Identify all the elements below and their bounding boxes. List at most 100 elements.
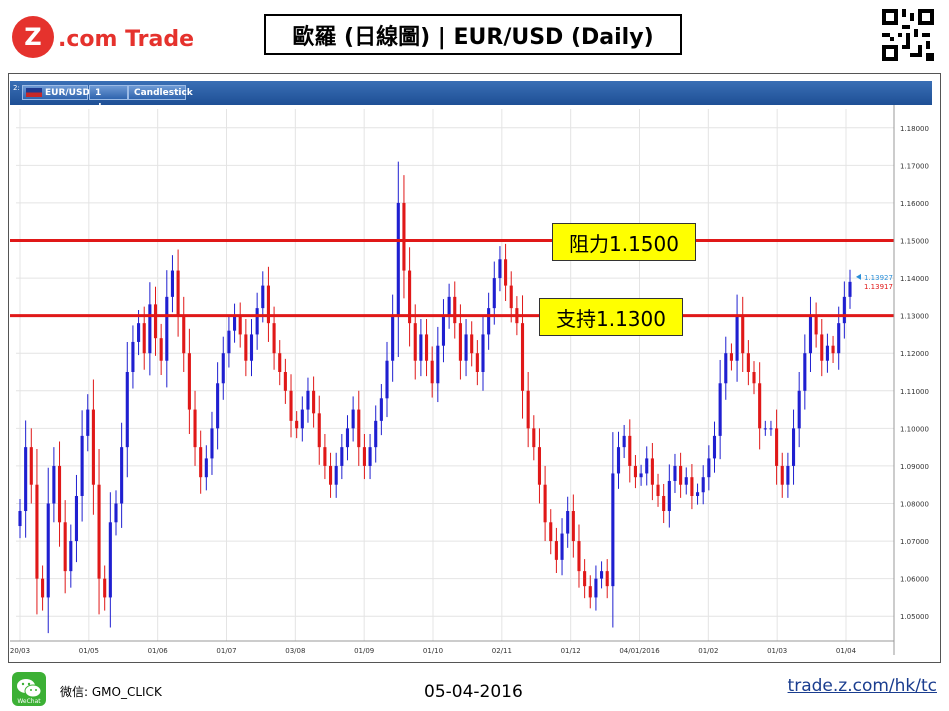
candle — [475, 340, 479, 386]
candle-body — [182, 315, 186, 354]
candle — [842, 281, 846, 339]
candle-body — [814, 315, 818, 335]
x-tick-label: 01/06 — [148, 647, 169, 655]
candle — [487, 292, 491, 350]
x-tick-label: 01/02 — [698, 647, 718, 655]
candle-body — [848, 281, 852, 297]
candle-body — [673, 465, 677, 481]
candle-body — [57, 465, 62, 523]
candle-body — [80, 435, 84, 496]
candle — [628, 419, 632, 483]
candle-body — [820, 334, 824, 361]
y-tick-label: 1.11000 — [900, 388, 929, 396]
candle-body — [436, 345, 440, 384]
candle-body — [718, 383, 722, 436]
candle-body — [775, 428, 779, 466]
candle — [182, 296, 186, 372]
candle-body — [786, 465, 790, 485]
candle-body — [345, 428, 350, 448]
candle — [447, 283, 451, 329]
candle-body — [91, 409, 95, 485]
candle-body — [554, 541, 558, 560]
candle — [131, 325, 135, 389]
candle — [97, 449, 101, 615]
candle — [340, 433, 344, 480]
candle — [170, 255, 175, 313]
candle-body — [560, 533, 564, 560]
candlestick-chart[interactable]: 1.18000 1.17000 1.16000 1.15000 1.14000 1.130… — [10, 105, 932, 659]
candle-body — [210, 428, 214, 459]
candle-body — [712, 435, 717, 459]
candle-body — [837, 323, 841, 354]
qr-code-icon — [882, 9, 934, 61]
candle-body — [769, 428, 773, 430]
candle-body — [695, 492, 700, 496]
candle-body — [746, 353, 750, 372]
candle — [221, 336, 225, 400]
candle — [639, 464, 643, 486]
candle-body — [605, 571, 609, 587]
candle — [729, 343, 733, 371]
candle-body — [272, 323, 276, 354]
candle-body — [165, 296, 169, 361]
y-tick-label: 1.07000 — [900, 538, 929, 546]
candle — [176, 249, 180, 337]
pane-index: 2: — [13, 84, 20, 92]
candle — [430, 346, 434, 398]
candle-body — [808, 315, 813, 354]
candle — [791, 409, 796, 485]
candle-body — [684, 477, 688, 485]
candle — [227, 316, 231, 368]
candle — [142, 306, 146, 370]
candle-body — [74, 495, 79, 542]
candle — [470, 321, 474, 367]
candle-body — [600, 571, 604, 579]
symbol-tab[interactable]: EUR/USD — [22, 85, 90, 100]
y-tick-label: 1.08000 — [900, 501, 929, 509]
candle-body — [763, 428, 767, 430]
candle-body — [656, 484, 660, 496]
candle — [86, 394, 90, 452]
candle — [46, 467, 50, 634]
candle-body — [780, 465, 784, 485]
candle — [278, 340, 282, 386]
candle — [684, 467, 688, 495]
candle-body — [103, 578, 107, 598]
y-tick-label: 1.18000 — [900, 125, 929, 133]
candle-body — [266, 285, 270, 324]
candle — [616, 431, 621, 489]
candle-body — [413, 323, 417, 361]
support-label: 支持1.1300 — [539, 298, 683, 336]
candle — [374, 405, 378, 463]
candle-body — [18, 511, 22, 527]
candle-body — [357, 409, 361, 448]
candle — [611, 432, 615, 628]
candle-body — [453, 296, 457, 324]
candle-body — [323, 447, 327, 466]
chart-type-tab[interactable]: Candlestick — [128, 85, 193, 100]
candle-body — [622, 435, 626, 448]
candle-body — [594, 578, 598, 598]
candle — [662, 483, 666, 524]
interval-tab[interactable]: 1 day — [89, 85, 128, 113]
candle-body — [137, 323, 141, 342]
candle — [57, 441, 62, 547]
candle — [153, 286, 158, 356]
candle-body — [244, 334, 248, 361]
candle-body — [52, 465, 56, 504]
candle — [707, 445, 711, 491]
candle — [165, 270, 169, 388]
candle — [605, 559, 609, 599]
candle-body — [424, 334, 429, 361]
candle — [69, 524, 73, 588]
candle-body — [295, 420, 299, 429]
candle-body — [707, 458, 711, 478]
website-link[interactable]: trade.z.com/hk/tc — [787, 676, 937, 696]
candle-body — [509, 285, 513, 309]
chart-toolbar: 2: EUR/USD 1 day Candlestick — [10, 81, 932, 113]
grid-lines — [16, 109, 894, 641]
candle — [216, 362, 220, 450]
candle — [780, 452, 784, 498]
candle-body — [667, 480, 671, 512]
flag-icon — [26, 88, 42, 97]
